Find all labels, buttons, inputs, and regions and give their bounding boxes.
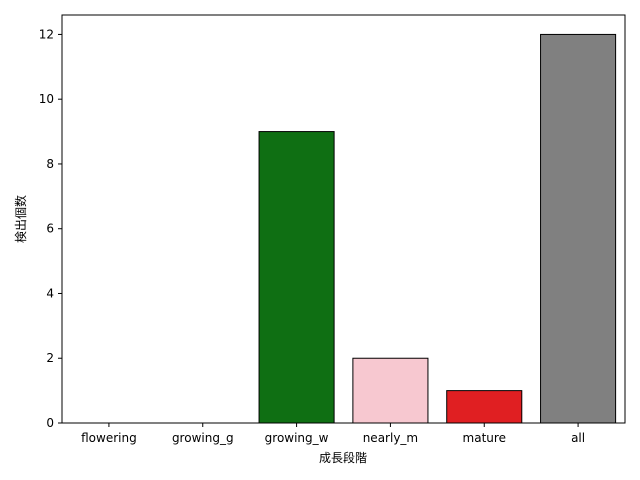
y-axis-label: 検出個数 [13,195,28,243]
x-tick-label: flowering [81,431,137,445]
y-axis: 0 2 4 6 8 10 12 [39,27,62,430]
bar-mature [446,390,523,424]
y-tick-label: 10 [39,92,54,106]
bar-growing_w [258,131,335,424]
x-tick-label: mature [463,431,506,445]
x-tick-label: growing_w [265,431,329,445]
x-tick-label: growing_g [172,431,234,445]
y-tick-label: 6 [46,222,54,236]
plot-frame [61,14,626,424]
y-tick-label: 8 [46,157,54,171]
bars-group [258,33,617,424]
y-tick-label: 4 [46,286,54,300]
x-axis-label: 成長段階 [319,450,367,465]
x-tick-label: nearly_m [363,431,418,445]
y-tick-label: 0 [46,416,54,430]
y-tick-label: 2 [46,351,54,365]
y-tick-label: 12 [39,27,54,41]
bar-nearly_m [352,357,429,424]
bar-all [540,33,617,424]
x-tick-label: all [571,431,585,445]
x-axis: flowering growing_g growing_w nearly_m matur… [81,423,585,445]
